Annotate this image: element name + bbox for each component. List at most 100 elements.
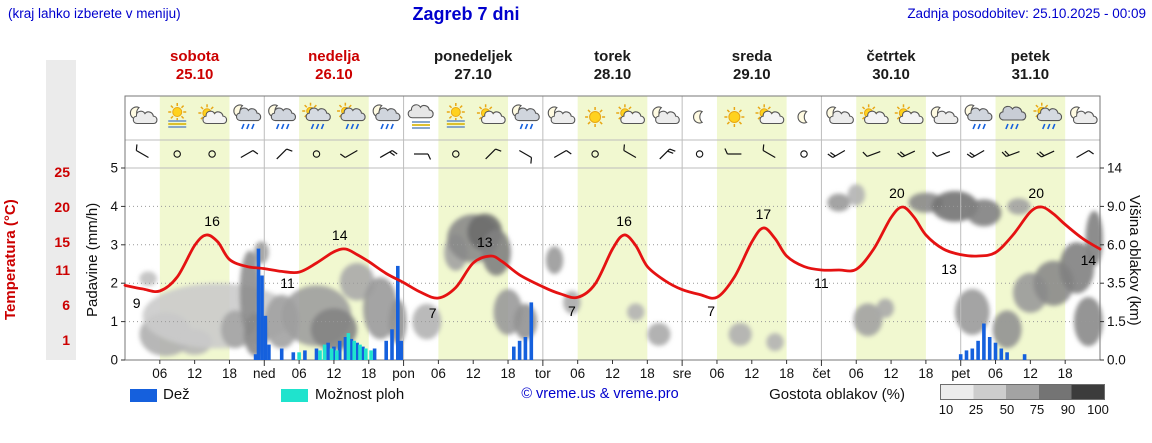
cloud-blob bbox=[931, 191, 979, 222]
rain-bar bbox=[337, 340, 342, 360]
cloud-height-axis-title: Višina oblakov (km) bbox=[1126, 194, 1143, 326]
rain-bar bbox=[384, 340, 388, 360]
rain-bar bbox=[355, 342, 359, 360]
x-axis-hour-label: 12 bbox=[326, 366, 341, 381]
temp-axis-tick: 6 bbox=[62, 297, 70, 313]
x-axis-day-label: tor bbox=[535, 366, 551, 381]
weather-icon-cloud_fog bbox=[407, 104, 434, 129]
density-tick: 10 bbox=[938, 402, 954, 417]
cloud-blob bbox=[1085, 210, 1103, 266]
weather-icon-sun bbox=[724, 107, 745, 127]
x-axis-hour-label: 12 bbox=[187, 366, 202, 381]
density-tick: 50 bbox=[999, 402, 1015, 417]
cloud-blob bbox=[876, 298, 894, 318]
temp-value-label: 20 bbox=[1028, 185, 1044, 201]
weather-icon-moon_cloud bbox=[652, 106, 680, 125]
temp-value-label: 7 bbox=[429, 305, 437, 321]
wind-barb bbox=[414, 153, 432, 160]
weather-icon-moon_rain bbox=[268, 104, 297, 130]
wind-barb bbox=[339, 149, 358, 159]
cloud-axis-tick: 9.0 bbox=[1107, 199, 1126, 214]
day-header-nedelja: nedelja 26.10 bbox=[308, 48, 360, 83]
weather-icon-sun_fog bbox=[168, 103, 187, 128]
shower-bar bbox=[329, 348, 334, 360]
cloud-blob bbox=[728, 322, 752, 346]
x-axis-day-label: čet bbox=[812, 366, 830, 381]
rain-bar bbox=[993, 342, 998, 360]
weather-icon-moon bbox=[692, 110, 704, 124]
weather-icon-moon_rain bbox=[964, 104, 993, 130]
x-axis-hour-label: 18 bbox=[918, 366, 933, 381]
cloud-blob bbox=[847, 184, 865, 206]
temperature-curve bbox=[123, 205, 1102, 300]
density-tick: 25 bbox=[968, 402, 984, 417]
rain-bar bbox=[361, 346, 365, 360]
day-headers: sobota 25.10 nedelja 26.10 ponedeljek 27.10 to… bbox=[0, 48, 1152, 88]
weather-icon-moon_cloud bbox=[129, 106, 158, 125]
wind-barb bbox=[240, 149, 259, 159]
temp-value-label: 7 bbox=[707, 303, 715, 319]
day-header-torek: torek 28.10 bbox=[593, 48, 632, 83]
cloud-blob bbox=[363, 277, 398, 340]
rain-bar bbox=[314, 348, 319, 360]
rain-axis-tick: 1 bbox=[110, 314, 118, 329]
cloud-blob bbox=[853, 303, 883, 337]
wind-barb bbox=[623, 144, 637, 159]
rain-bar bbox=[253, 354, 258, 360]
rain-bar bbox=[1005, 352, 1009, 360]
showers-legend-swatch bbox=[281, 389, 308, 402]
cloud-layer bbox=[139, 184, 1103, 357]
weather-icon-sun_rain bbox=[337, 102, 366, 130]
rain-bar bbox=[999, 348, 1004, 360]
wind-barb bbox=[862, 151, 881, 157]
wind-barb bbox=[519, 149, 533, 164]
wind-barb bbox=[897, 150, 916, 158]
temp-value-label: 13 bbox=[477, 234, 493, 250]
rain-bar bbox=[332, 346, 336, 360]
cloud-blob bbox=[966, 199, 1002, 227]
wind-barb bbox=[379, 149, 398, 159]
weather-icon-moon_rain bbox=[372, 104, 401, 130]
weather-icon-sun_cloud bbox=[894, 104, 924, 125]
rain-bar bbox=[523, 337, 528, 360]
weather-icon-sun_rain bbox=[1033, 102, 1063, 130]
weather-icon-moon bbox=[797, 110, 808, 124]
x-axis-hour-label: 12 bbox=[1023, 366, 1038, 381]
density-tick: 75 bbox=[1029, 402, 1045, 417]
temp-value-label: 13 bbox=[941, 261, 957, 277]
weather-icon-sun_fog bbox=[446, 103, 465, 128]
x-axis-hour-label: 12 bbox=[466, 366, 481, 381]
cloud-blob bbox=[1073, 297, 1103, 347]
copyright-link[interactable]: © vreme.us & vreme.pro bbox=[521, 386, 679, 402]
day-header-petek: petek 31.10 bbox=[1010, 48, 1050, 83]
x-axis-hour-label: 12 bbox=[744, 366, 759, 381]
wind-barb bbox=[553, 149, 572, 159]
x-axis-hour-label: 18 bbox=[1058, 366, 1073, 381]
wind-calm-icon bbox=[452, 150, 460, 158]
rain-bar bbox=[343, 337, 348, 360]
shower-bar bbox=[297, 352, 301, 360]
temp-axis-tick: 1 bbox=[62, 332, 70, 348]
rain-bar bbox=[529, 302, 534, 360]
x-axis-hour-label: 06 bbox=[152, 366, 167, 381]
x-axis-day-label: sre bbox=[673, 366, 692, 381]
day-header-ponedeljek: ponedeljek 27.10 bbox=[434, 48, 513, 83]
weather-icon-sun_cloud bbox=[755, 104, 785, 125]
temp-value-label: 11 bbox=[814, 275, 829, 291]
weather-icon-moon_cloud bbox=[1070, 106, 1098, 125]
wind-barb bbox=[1076, 149, 1094, 159]
weather-icon-sun bbox=[585, 107, 606, 127]
rain-axis-tick: 0 bbox=[110, 353, 118, 368]
cloud-blob bbox=[954, 289, 990, 335]
temp-value-label: 16 bbox=[204, 213, 220, 229]
shower-bar bbox=[318, 350, 322, 360]
cloud-axis-tick: 1.5 bbox=[1107, 314, 1126, 329]
cloud-blob bbox=[545, 246, 564, 274]
x-axis-hour-label: 06 bbox=[431, 366, 446, 381]
cloud-blob bbox=[139, 271, 157, 286]
x-axis-hour-label: 12 bbox=[605, 366, 620, 381]
cloud-blob bbox=[339, 262, 375, 301]
rain-bar bbox=[964, 350, 969, 360]
rain-bar bbox=[303, 350, 307, 360]
